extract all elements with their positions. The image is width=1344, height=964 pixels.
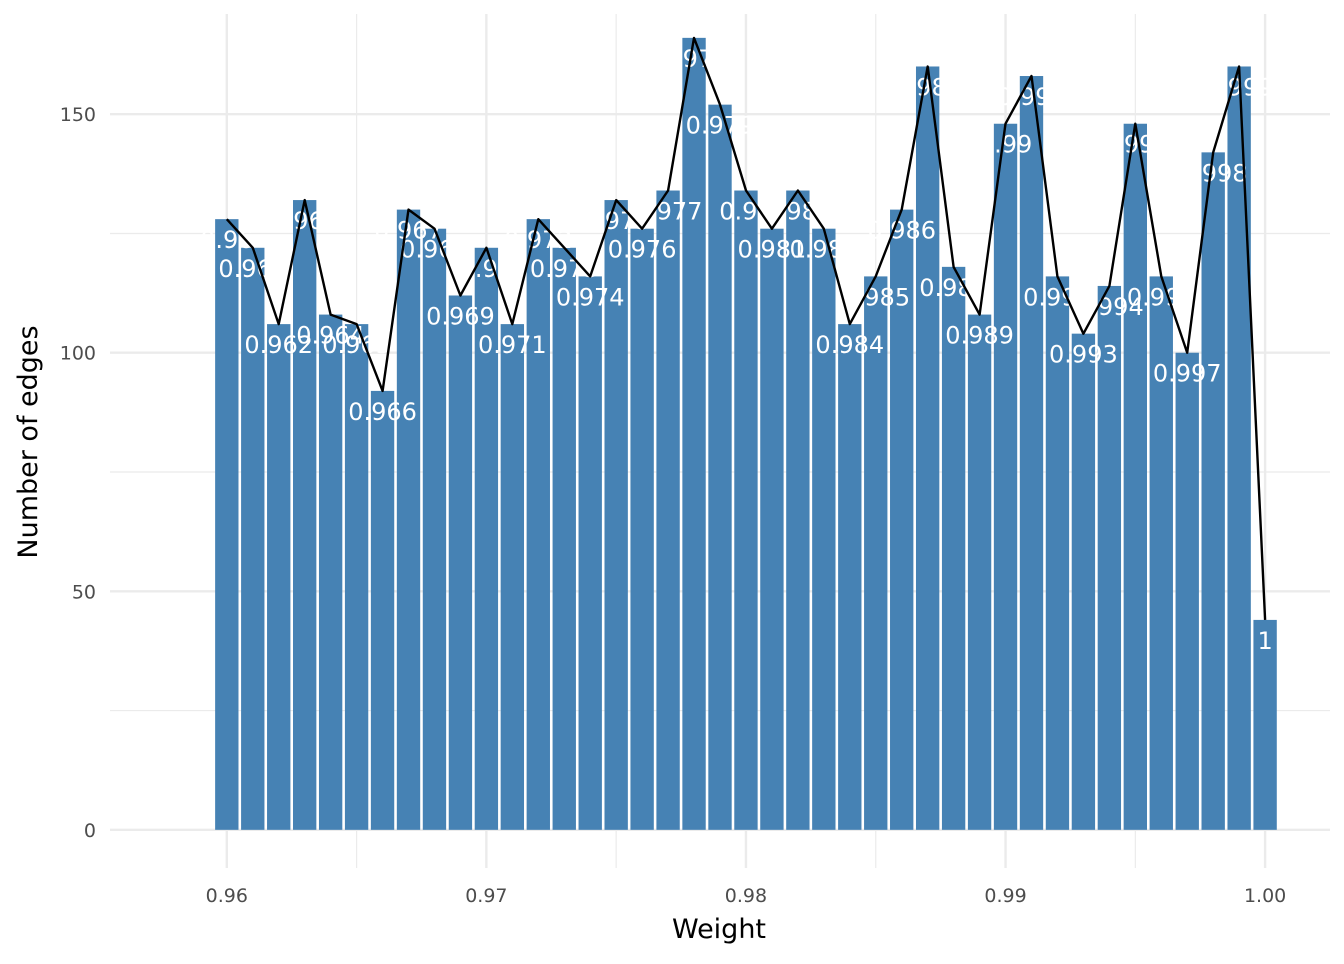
bar bbox=[293, 200, 317, 830]
bar bbox=[812, 228, 836, 830]
bar-label: 0.997 bbox=[1153, 360, 1222, 388]
y-axis-ticks: 0 50 100 150 bbox=[60, 104, 96, 842]
bar-label: 0.998 bbox=[1179, 159, 1248, 187]
bar-label: 0.978 bbox=[660, 45, 729, 73]
bar bbox=[422, 228, 447, 830]
bar bbox=[786, 190, 810, 830]
bar-label: 0.98 bbox=[719, 198, 772, 226]
bars bbox=[215, 37, 1277, 830]
bar-label: 1 bbox=[1257, 627, 1272, 655]
x-tick-label: 0.98 bbox=[725, 885, 767, 907]
bar bbox=[578, 276, 602, 830]
bar-label: 0.984 bbox=[815, 331, 884, 359]
bar-label: 0.963 bbox=[270, 207, 339, 235]
y-tick-label: 0 bbox=[84, 820, 96, 842]
bar bbox=[1071, 333, 1096, 830]
bar bbox=[890, 209, 914, 830]
bar bbox=[448, 295, 473, 830]
bar bbox=[967, 314, 992, 830]
bar bbox=[344, 324, 369, 830]
bar bbox=[318, 314, 343, 830]
bar bbox=[474, 247, 499, 830]
bar-label: 0.986 bbox=[867, 217, 936, 245]
bar bbox=[1123, 123, 1147, 830]
bar bbox=[396, 209, 421, 830]
bar-label: 0.989 bbox=[945, 322, 1014, 350]
bar-label: 0.964 bbox=[296, 322, 365, 350]
bar bbox=[1253, 619, 1277, 830]
bar-label: 0.969 bbox=[426, 302, 495, 330]
bar-label: 0.972 bbox=[504, 226, 573, 254]
bar-label: 0.961 bbox=[218, 255, 287, 283]
bar-label: 0.99 bbox=[979, 131, 1032, 159]
x-axis-title: Weight bbox=[672, 914, 766, 945]
bar-label: 0.962 bbox=[244, 331, 313, 359]
y-tick-label: 150 bbox=[60, 104, 96, 126]
bar bbox=[708, 104, 732, 830]
bar-label: 0.979 bbox=[686, 112, 755, 140]
bar bbox=[1097, 285, 1122, 830]
bar bbox=[760, 228, 784, 830]
bar bbox=[682, 37, 706, 830]
bar-label: 0.993 bbox=[1049, 341, 1118, 369]
bar bbox=[1149, 276, 1173, 830]
trend-line bbox=[225, 36, 1267, 620]
bar bbox=[1019, 76, 1044, 830]
bar bbox=[993, 123, 1018, 830]
bar bbox=[215, 219, 239, 830]
bar bbox=[864, 276, 888, 830]
x-tick-label: 0.96 bbox=[206, 885, 248, 907]
bar bbox=[915, 66, 940, 830]
bar bbox=[656, 190, 680, 830]
bar bbox=[630, 228, 654, 830]
bar bbox=[838, 324, 862, 830]
trend-line-group bbox=[225, 36, 1267, 620]
y-tick-label: 50 bbox=[72, 581, 96, 603]
bar-label: 0.97 bbox=[460, 255, 513, 283]
x-tick-label: 1.00 bbox=[1244, 885, 1286, 907]
bar bbox=[734, 190, 758, 830]
bar-label: 0.996 bbox=[1127, 283, 1196, 311]
bar-label: 0.995 bbox=[1101, 131, 1170, 159]
bar-label: 0.976 bbox=[608, 236, 677, 264]
y-axis-title: Number of edges bbox=[13, 325, 44, 558]
bar-label: 0.994 bbox=[1075, 293, 1144, 321]
x-tick-label: 0.97 bbox=[465, 885, 507, 907]
bar-label: 0.983 bbox=[789, 236, 858, 264]
bar-label: 0.987 bbox=[893, 73, 962, 101]
bar-label: 0.966 bbox=[348, 398, 417, 426]
bar bbox=[241, 247, 265, 830]
bar-label: 0.988 bbox=[919, 274, 988, 302]
bar-label: 0.977 bbox=[634, 198, 703, 226]
bar bbox=[370, 390, 395, 830]
bar-label: 0.981 bbox=[738, 236, 807, 264]
bar bbox=[1175, 352, 1199, 830]
x-axis-ticks: 0.96 0.97 0.98 0.99 1.00 bbox=[206, 885, 1287, 907]
bar-label: 0.982 bbox=[764, 198, 833, 226]
bar bbox=[267, 324, 291, 830]
bar-label: 0.991 bbox=[997, 83, 1066, 111]
bar bbox=[1227, 66, 1251, 830]
bar bbox=[500, 324, 525, 830]
bar bbox=[1045, 276, 1070, 830]
bar-label: 0.971 bbox=[478, 331, 547, 359]
bar-label: 0.967 bbox=[374, 217, 443, 245]
bar-label: 0.975 bbox=[582, 207, 651, 235]
bar-label: 0.992 bbox=[1023, 283, 1092, 311]
bar-label: 0.968 bbox=[400, 236, 469, 264]
x-tick-label: 0.99 bbox=[984, 885, 1026, 907]
bar bbox=[941, 266, 966, 830]
bar bbox=[526, 219, 550, 830]
bar bbox=[1201, 152, 1225, 830]
bar-labels: 0.960.9610.9620.9630.9640.9650.9660.9670… bbox=[200, 45, 1273, 655]
bar-label: 0.973 bbox=[530, 255, 599, 283]
bar bbox=[604, 200, 628, 830]
y-tick-label: 100 bbox=[60, 343, 96, 365]
bar bbox=[552, 247, 576, 830]
bar-label: 0.974 bbox=[556, 283, 625, 311]
bar-label: 0.985 bbox=[841, 283, 910, 311]
bar-label: 0.965 bbox=[322, 331, 391, 359]
